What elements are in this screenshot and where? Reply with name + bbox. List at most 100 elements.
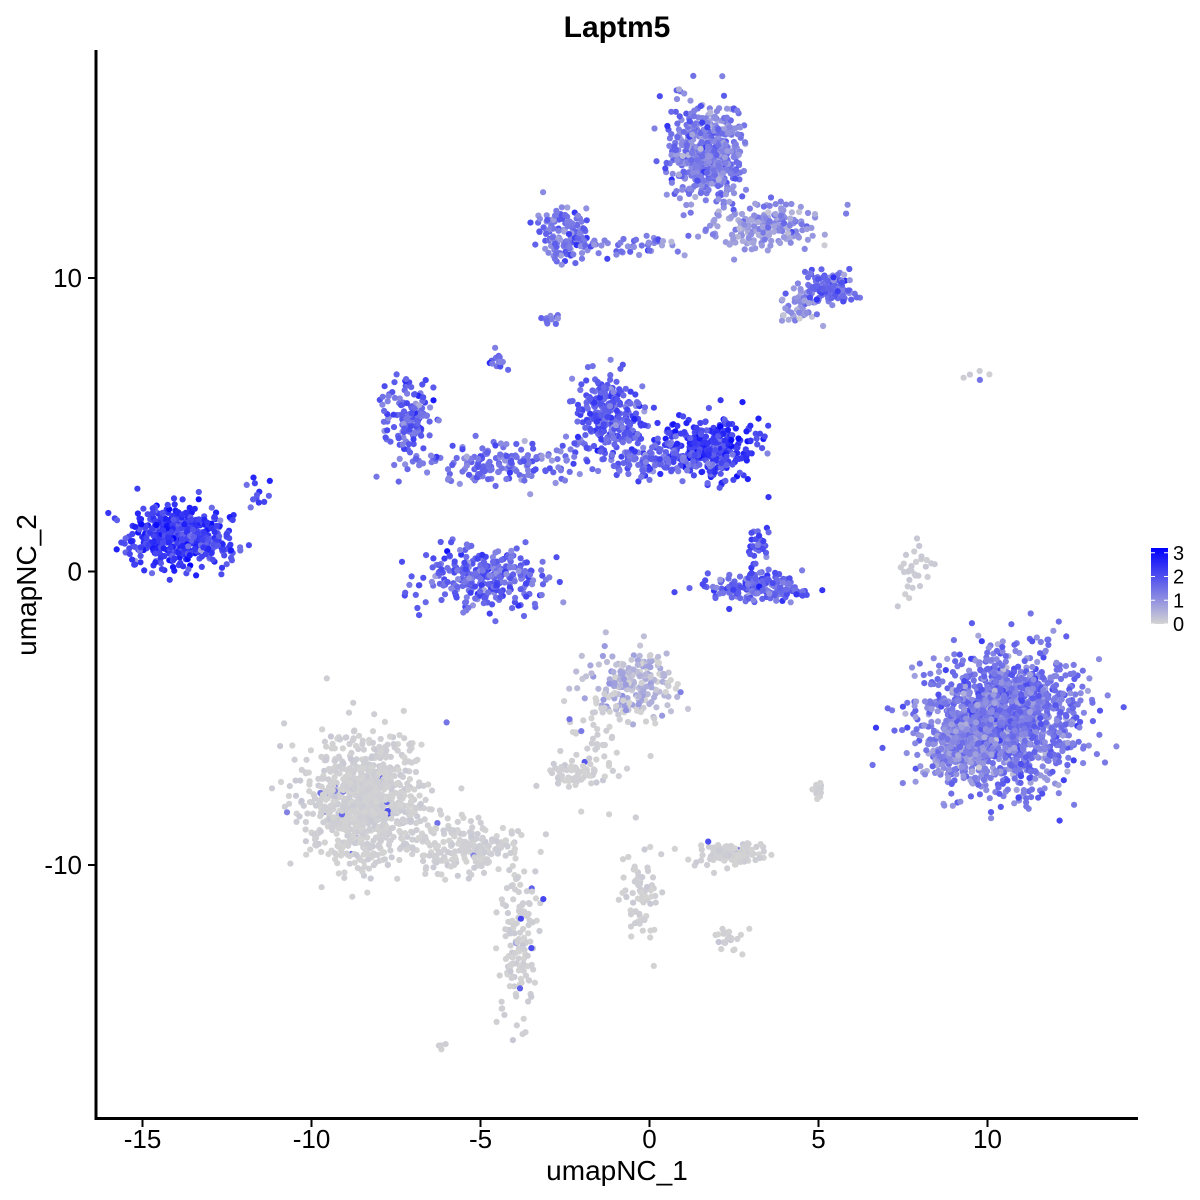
cell-point xyxy=(430,397,437,404)
cell-point xyxy=(777,584,784,591)
cell-point xyxy=(912,707,919,714)
cell-point xyxy=(569,397,576,405)
cell-point xyxy=(945,774,952,782)
cell-point xyxy=(934,676,941,683)
cell-point xyxy=(427,452,435,459)
cell-point xyxy=(626,462,633,469)
cell-point xyxy=(562,433,570,440)
cell-point xyxy=(1011,727,1018,734)
cell-point xyxy=(754,441,761,448)
cell-point xyxy=(747,551,754,558)
cell-point xyxy=(1057,709,1064,716)
cell-point xyxy=(869,761,876,769)
cell-point xyxy=(679,456,686,464)
cell-point xyxy=(589,466,596,473)
cell-point xyxy=(756,569,764,576)
cell-point xyxy=(391,379,398,386)
cell-point xyxy=(1041,745,1048,752)
cell-point xyxy=(620,460,627,467)
cell-point xyxy=(395,435,402,442)
cell-point xyxy=(912,713,919,721)
cell-point xyxy=(748,217,756,224)
cell-point xyxy=(546,574,553,581)
cell-point xyxy=(430,555,437,562)
cell-point xyxy=(750,239,757,247)
cell-point xyxy=(786,222,794,229)
cell-point xyxy=(589,363,596,370)
cell-point xyxy=(935,668,943,676)
cell-point xyxy=(478,582,485,589)
cell-point xyxy=(428,578,435,586)
cell-point xyxy=(422,377,429,384)
cell-point xyxy=(998,719,1005,726)
cell-point xyxy=(745,595,752,602)
cell-point xyxy=(687,209,694,216)
cell-point xyxy=(506,564,513,571)
cell-point xyxy=(717,576,724,583)
cell-point xyxy=(462,599,469,606)
cell-point xyxy=(563,456,571,464)
cell-point xyxy=(587,410,594,417)
cell-point xyxy=(975,740,982,747)
cell-point xyxy=(993,769,1000,776)
cell-point xyxy=(575,406,583,413)
cell-point xyxy=(967,735,974,742)
cell-point xyxy=(639,466,646,474)
cell-point xyxy=(635,400,642,407)
cell-point xyxy=(132,523,139,531)
cell-point xyxy=(1008,698,1015,705)
cell-point xyxy=(475,455,482,462)
cell-point xyxy=(217,517,224,524)
cell-point xyxy=(952,728,959,735)
cell-point xyxy=(743,428,750,435)
cell-point xyxy=(685,232,692,239)
cell-point xyxy=(726,605,733,613)
cell-point xyxy=(556,578,563,586)
cell-point xyxy=(465,604,472,611)
cell-point xyxy=(600,421,607,428)
cell-point xyxy=(720,170,727,177)
cell-point xyxy=(735,435,742,442)
cell-point xyxy=(1032,775,1039,782)
cell-point xyxy=(976,791,984,798)
cell-point xyxy=(1051,687,1058,694)
cell-point xyxy=(651,125,658,132)
cell-point xyxy=(430,384,437,391)
cell-point xyxy=(1011,767,1019,774)
cell-point xyxy=(704,570,711,577)
cell-point xyxy=(676,86,683,93)
cell-point xyxy=(435,417,442,424)
cell-point xyxy=(159,509,166,516)
cell-point xyxy=(948,790,955,797)
cell-point xyxy=(607,376,614,383)
cell-point xyxy=(532,241,539,248)
cell-point xyxy=(153,521,160,529)
cell-point xyxy=(728,213,735,221)
cell-point xyxy=(598,411,605,419)
cell-point xyxy=(752,430,759,437)
cell-point xyxy=(699,119,706,126)
cell-point xyxy=(160,527,167,534)
cell-point xyxy=(472,432,479,439)
cell-point xyxy=(517,555,524,562)
cell-point xyxy=(395,478,402,485)
cell-point xyxy=(420,574,427,581)
cell-point xyxy=(200,529,207,536)
cell-point xyxy=(497,451,504,458)
cell-point xyxy=(635,478,642,485)
cell-point xyxy=(969,768,976,775)
cell-point xyxy=(706,153,714,160)
cell-point xyxy=(1024,700,1031,707)
cell-point xyxy=(949,710,957,718)
cell-point xyxy=(177,559,184,567)
cell-point xyxy=(773,576,780,583)
cell-point xyxy=(843,210,850,217)
cell-point xyxy=(935,682,942,689)
cell-point xyxy=(702,133,709,140)
cell-point xyxy=(1028,794,1035,801)
cell-point xyxy=(988,815,995,822)
cell-point xyxy=(994,641,1001,648)
cell-point xyxy=(1060,690,1067,697)
cell-point xyxy=(646,247,653,254)
cell-point xyxy=(672,450,679,457)
